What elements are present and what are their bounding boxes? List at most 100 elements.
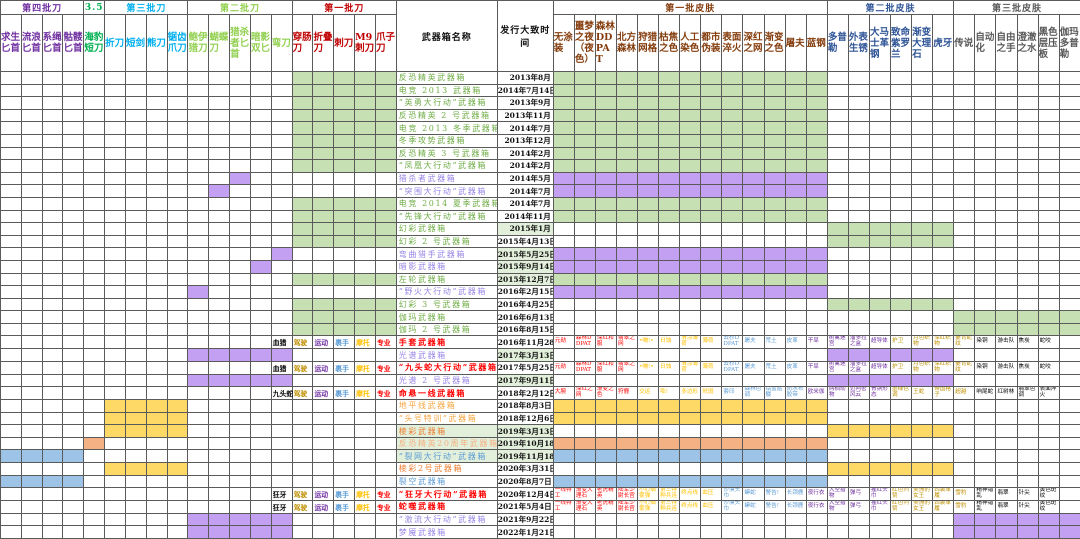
knife-cell [188,475,209,488]
skin-cell [553,425,574,438]
skin-cell [595,463,616,476]
skin-cell [1038,160,1059,173]
skin-cell [617,223,638,236]
knife-cell [1,286,22,299]
knife-cell [209,336,230,349]
knife-cell [167,147,188,160]
skin-cell [975,72,996,85]
skin-cell [1059,160,1080,173]
knife-column-header: 短剑 [125,15,146,72]
skin-cell [954,122,975,135]
glove-skin-label: 元勋 [553,361,574,374]
skin-cell [1017,185,1038,198]
knife-cell [167,72,188,85]
glove-skin-label: 沙漠头巾 [722,501,743,514]
knife-cell [125,526,146,539]
knife-cell [188,260,209,273]
glove-type-label: 驾驶 [292,387,313,400]
skin-cell [638,273,659,286]
knife-cell [334,298,355,311]
knife-cell [63,526,84,539]
knife-cell [250,526,271,539]
skin-cell [954,235,975,248]
skin-cell [975,109,996,122]
knife-cell [313,526,334,539]
glove-skin-label: 超导体 [869,361,890,374]
knife-cell [21,387,42,400]
skin-cell [764,463,785,476]
glove-skin-label: 屠夫 [743,361,764,374]
skin-group-header: 第二批皮肤 [827,1,953,15]
skin-cell [743,223,764,236]
glove-skin-label: 美洲豹女王 [912,501,933,514]
glove-skin-label: 终点线 [680,501,701,514]
skin-cell [574,147,595,160]
skin-cell [638,84,659,97]
knife-cell [355,72,376,85]
skin-cell [680,134,701,147]
glove-skin-label: 帝国格子 [933,387,954,400]
skin-cell [891,197,912,210]
skin-cell [785,210,806,223]
knife-cell [21,311,42,324]
knife-cell [21,248,42,261]
knife-cell [63,185,84,198]
knife-cell [63,160,84,173]
knife-cell [21,323,42,336]
knife-cell [105,84,126,97]
skin-cell [869,197,890,210]
knife-cell [125,437,146,450]
skin-cell [954,210,975,223]
knife-cell [375,160,396,173]
case-name: 电竞 2013 武器箱 [396,84,497,97]
knife-cell [250,450,271,463]
glove-skin-label: 潘多拉之盒 [848,336,869,349]
skin-cell [617,172,638,185]
skin-cell [680,311,701,324]
skin-cell [869,400,890,413]
knife-cell [21,437,42,450]
knife-cell [209,501,230,514]
knife-cell [21,425,42,438]
release-date: 2018年12月6日 [497,412,553,425]
knife-cell [167,97,188,110]
knife-cell [167,298,188,311]
knife-cell [125,361,146,374]
skin-cell [933,400,954,413]
knife-cell [292,286,313,299]
knife-cell [292,513,313,526]
glove-skin-label: 薄荷 [701,361,722,374]
knife-cell [105,134,126,147]
skin-cell [638,475,659,488]
knife-cell [271,223,292,236]
skin-cell [595,425,616,438]
knife-cell [146,400,167,413]
knife-cell [1,235,22,248]
skin-cell [954,463,975,476]
knife-cell [21,260,42,273]
knife-cell [146,185,167,198]
knife-cell [21,526,42,539]
skin-cell [806,72,827,85]
skin-cell [574,134,595,147]
skin-cell [869,185,890,198]
skin-cell [722,374,743,387]
skin-cell [659,425,680,438]
knife-cell [271,248,292,261]
skin-cell [553,210,574,223]
glove-skin-label: 清凉薄荷 [680,336,701,349]
knife-cell [375,298,396,311]
skin-cell [764,235,785,248]
knife-cell [292,160,313,173]
case-name: 反恐精英20周年武器箱 [396,437,497,450]
skin-cell [975,122,996,135]
knife-cell [334,223,355,236]
knife-cell [63,501,84,514]
knife-cell [313,450,334,463]
knife-cell [21,97,42,110]
skin-cell [975,134,996,147]
skin-cell [827,97,848,110]
skin-cell [869,273,890,286]
knife-cell [375,97,396,110]
